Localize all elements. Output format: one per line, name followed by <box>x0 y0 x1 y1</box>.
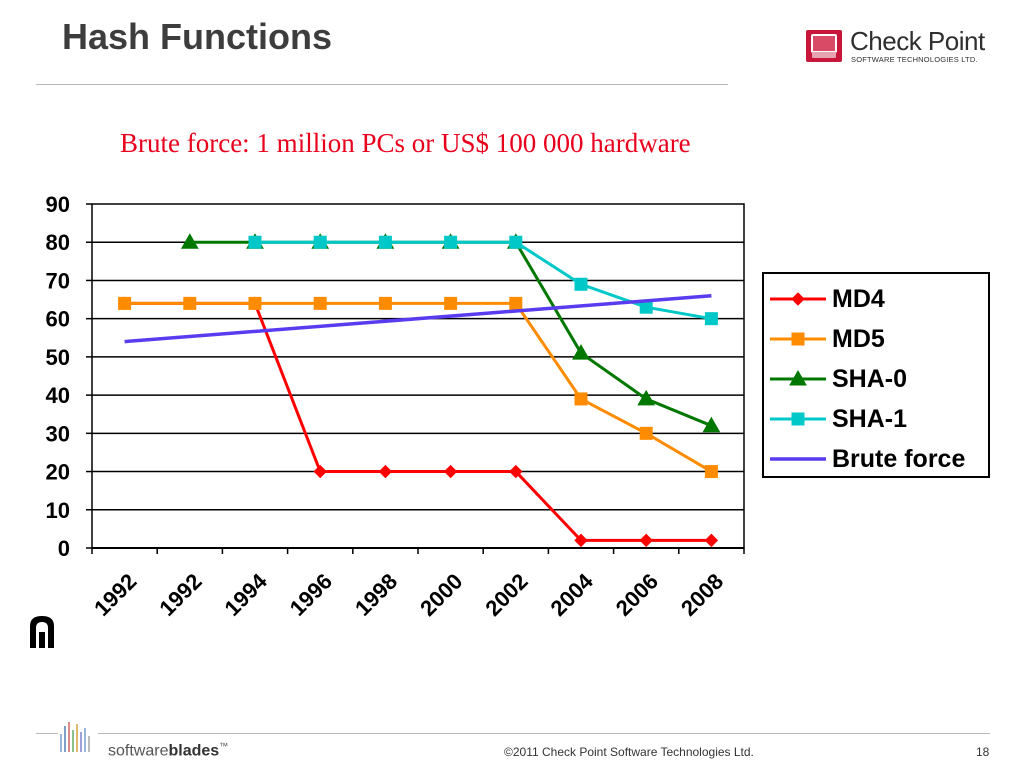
y-tick-label: 80 <box>46 230 70 255</box>
legend-item-sha-1: SHA-1 <box>764 402 988 436</box>
data-point-md4 <box>509 464 523 479</box>
legend-label: SHA-1 <box>832 405 908 433</box>
logo-name: Check Point <box>850 26 985 56</box>
data-point-md4 <box>378 464 393 479</box>
legend-swatch-md5 <box>770 332 826 346</box>
legend-item-md4: MD4 <box>764 282 988 316</box>
chart-title: Brute force: 1 million PCs or US$ 100 00… <box>120 128 691 158</box>
data-point-sha-1 <box>639 300 653 314</box>
legend-swatch-sha-1 <box>770 412 826 426</box>
y-tick-label: 20 <box>46 460 70 485</box>
y-tick-label: 60 <box>46 307 70 332</box>
legend-item-brute-force: Brute force <box>764 442 988 476</box>
y-tick-label: 40 <box>46 383 70 408</box>
data-point-sha-1 <box>313 235 327 249</box>
legend-item-sha-0: SHA-0 <box>764 362 988 396</box>
data-point-md5 <box>313 296 327 310</box>
data-point-sha-0 <box>180 233 199 249</box>
y-tick-label: 70 <box>46 268 70 293</box>
x-tick-label: 1992 <box>89 569 141 621</box>
data-point-sha-1 <box>378 235 392 249</box>
data-point-md4 <box>574 533 588 548</box>
software-blades-icon <box>60 722 94 752</box>
data-point-md5 <box>574 392 588 406</box>
x-tick-label: 2000 <box>415 569 467 621</box>
data-point-md5 <box>183 296 197 310</box>
series-line-brute-force <box>124 293 712 344</box>
legend-swatch-md4 <box>770 292 826 306</box>
y-tick-label: 50 <box>46 345 70 370</box>
data-point-md5 <box>509 296 523 310</box>
data-point-md5 <box>639 426 653 440</box>
data-point-md4 <box>639 533 653 548</box>
legend-swatch-marker <box>791 412 805 426</box>
x-tick-label: 2002 <box>480 569 532 621</box>
x-tick-label: 2008 <box>676 569 728 621</box>
footer-brand-tm: ™ <box>219 741 229 751</box>
chart-legend: MD4 MD5 SHA-0 SHA-1 Brute force <box>762 272 990 478</box>
footer-brand-bold: blades <box>168 742 220 760</box>
y-tick-label: 10 <box>46 498 70 523</box>
legend-item-md5: MD5 <box>764 322 988 356</box>
data-point-sha-1 <box>248 235 262 249</box>
data-point-md4 <box>443 464 458 479</box>
legend-swatch-marker <box>791 292 805 306</box>
series-line-md5 <box>124 301 713 473</box>
series-brute-force <box>124 293 712 344</box>
data-point-sha-0 <box>637 389 656 406</box>
check-point-logo: Check Point SOFTWARE TECHNOLOGIES LTD. <box>806 26 1002 68</box>
x-tick-label: 2004 <box>546 568 599 621</box>
page-number: 18 <box>976 745 990 759</box>
legend-label: Brute force <box>832 445 966 473</box>
check-point-logo-icon <box>806 30 842 62</box>
footer-divider <box>98 733 990 734</box>
copyright-notice: ©2011 Check Point Software Technologies … <box>504 745 754 759</box>
data-point-sha-0 <box>702 416 721 433</box>
data-point-sha-1 <box>509 235 523 249</box>
data-point-sha-0 <box>572 344 590 360</box>
data-point-md4 <box>313 464 327 479</box>
x-tick-label: 1994 <box>220 568 273 621</box>
legend-label: SHA-0 <box>832 365 908 393</box>
legend-swatch-marker <box>791 332 805 346</box>
footer-divider-left <box>36 733 58 734</box>
legend-label: MD5 <box>832 325 885 353</box>
x-tick-label: 1996 <box>285 569 337 621</box>
data-point-md5 <box>378 296 392 310</box>
footer-brand-prefix: software <box>108 742 169 760</box>
data-point-sha-1 <box>574 277 588 291</box>
data-point-md5 <box>118 296 132 310</box>
logo-tagline: SOFTWARE TECHNOLOGIES LTD. <box>851 55 978 64</box>
x-tick-label: 2006 <box>611 569 663 621</box>
legend-swatch-marker <box>789 369 807 386</box>
data-point-md5 <box>248 296 262 310</box>
data-point-sha-1 <box>444 235 458 249</box>
slide-title: Hash Functions <box>62 16 333 57</box>
footer-brand: softwareblades™ <box>108 741 228 760</box>
x-tick-label: 1992 <box>154 569 206 621</box>
legend-swatch-sha-0 <box>770 369 826 386</box>
y-tick-label: 30 <box>46 421 70 446</box>
y-tick-label: 90 <box>46 192 70 217</box>
data-point-md5 <box>444 296 458 310</box>
legend-swatch-brute-force <box>770 457 826 461</box>
data-point-md4 <box>704 533 719 548</box>
legend-label: MD4 <box>832 285 885 313</box>
plot-area <box>91 203 745 549</box>
y-tick-label: 0 <box>58 536 70 561</box>
data-point-md5 <box>704 465 718 479</box>
x-tick-label: 1998 <box>350 569 402 621</box>
data-point-sha-1 <box>704 312 718 326</box>
corner-glyph-icon <box>30 616 54 648</box>
series-md5 <box>118 296 718 479</box>
title-divider <box>36 84 728 85</box>
